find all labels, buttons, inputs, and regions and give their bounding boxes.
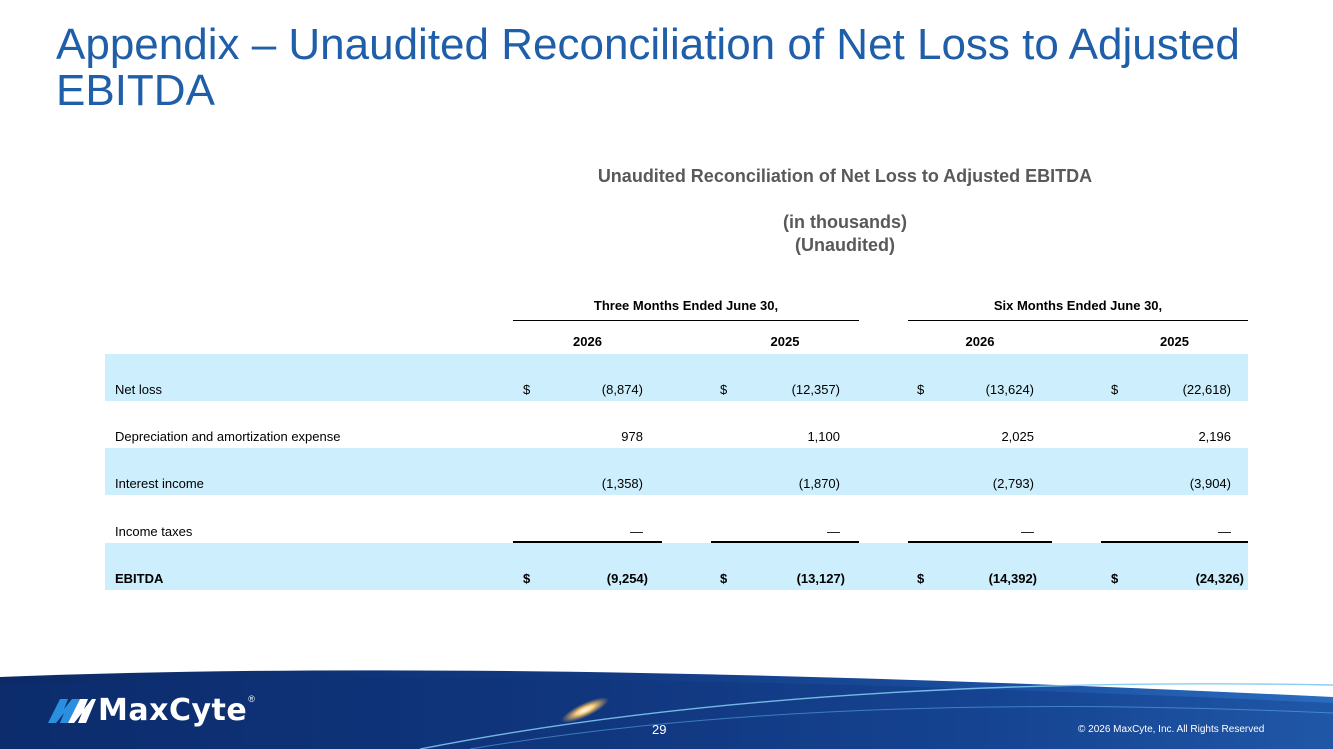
column-group-three-months: Three Months Ended June 30, bbox=[513, 298, 859, 321]
brand-logo: MaxCyte ® bbox=[46, 693, 255, 728]
column-group-six-months: Six Months Ended June 30, bbox=[908, 298, 1248, 321]
row-label: Interest income bbox=[115, 476, 204, 491]
table-cell: (14,392) bbox=[988, 571, 1037, 586]
page-number: 29 bbox=[652, 722, 667, 737]
table-cell: 2,025 bbox=[1001, 429, 1034, 444]
table-row-interest-income: Interest income (1,358) (1,870) (2,793) … bbox=[105, 448, 1248, 495]
table-cell: 978 bbox=[621, 429, 643, 444]
currency-symbol: $ bbox=[523, 571, 531, 586]
table-row-net-loss: Net loss $ (8,874) $ (12,357) $ (13,624)… bbox=[105, 354, 1248, 401]
table-cell: — bbox=[1021, 524, 1034, 539]
currency-symbol: $ bbox=[720, 382, 728, 397]
table-cell: — bbox=[1218, 524, 1231, 539]
currency-symbol: $ bbox=[720, 571, 728, 586]
table-row-depreciation: Depreciation and amortization expense 97… bbox=[105, 401, 1248, 448]
currency-symbol: $ bbox=[523, 382, 531, 397]
subtotal-rule bbox=[1101, 541, 1248, 543]
table-cell: (2,793) bbox=[992, 476, 1034, 491]
row-label: Income taxes bbox=[115, 524, 193, 539]
currency-symbol: $ bbox=[1111, 382, 1119, 397]
currency-symbol: $ bbox=[1111, 571, 1119, 586]
slide-title: Appendix – Unaudited Reconciliation of N… bbox=[56, 20, 1240, 115]
column-year-three-months-2026: 2026 bbox=[513, 334, 662, 356]
table-cell: (22,618) bbox=[1182, 382, 1231, 397]
brand-name: MaxCyte bbox=[98, 693, 248, 728]
table-cell: (3,904) bbox=[1189, 476, 1231, 491]
table-units-note: (in thousands) bbox=[783, 212, 907, 232]
table-cell: (1,358) bbox=[601, 476, 643, 491]
table-row-ebitda: EBITDA $ (9,254) $ (13,127) $ (14,392) $… bbox=[105, 543, 1248, 590]
table-cell: (13,624) bbox=[985, 382, 1034, 397]
table-cell: — bbox=[827, 524, 840, 539]
footer-band bbox=[0, 655, 1333, 749]
table-cell: (8,874) bbox=[601, 382, 643, 397]
subtotal-rule bbox=[908, 541, 1052, 543]
table-cell: (1,870) bbox=[798, 476, 840, 491]
row-label: Net loss bbox=[115, 382, 162, 397]
currency-symbol: $ bbox=[917, 382, 925, 397]
table-row-income-taxes: Income taxes — — — — bbox=[105, 496, 1248, 543]
row-label: Depreciation and amortization expense bbox=[115, 429, 341, 444]
table-cell: (12,357) bbox=[791, 382, 840, 397]
column-year-three-months-2025: 2025 bbox=[711, 334, 859, 356]
column-year-six-months-2026: 2026 bbox=[908, 334, 1052, 356]
currency-symbol: $ bbox=[917, 571, 925, 586]
table-cell: (13,127) bbox=[796, 571, 845, 586]
table-cell: (9,254) bbox=[606, 571, 648, 586]
table-cell: 2,196 bbox=[1198, 429, 1231, 444]
table-cell: (24,326) bbox=[1195, 571, 1244, 586]
footer-wave-graphic bbox=[0, 670, 1333, 749]
column-year-six-months-2025: 2025 bbox=[1101, 334, 1248, 356]
table-cell: — bbox=[630, 524, 643, 539]
copyright-notice: © 2026 MaxCyte, Inc. All Rights Reserved bbox=[1078, 724, 1265, 735]
table-cell: 1,100 bbox=[807, 429, 840, 444]
table-audit-note: (Unaudited) bbox=[795, 235, 895, 255]
row-label: EBITDA bbox=[115, 571, 164, 586]
subtotal-rule bbox=[711, 541, 859, 543]
table-heading: Unaudited Reconciliation of Net Loss to … bbox=[597, 166, 1093, 186]
subtotal-rule bbox=[513, 541, 662, 543]
maxcyte-logo-icon bbox=[48, 698, 96, 723]
registered-mark: ® bbox=[248, 693, 255, 704]
